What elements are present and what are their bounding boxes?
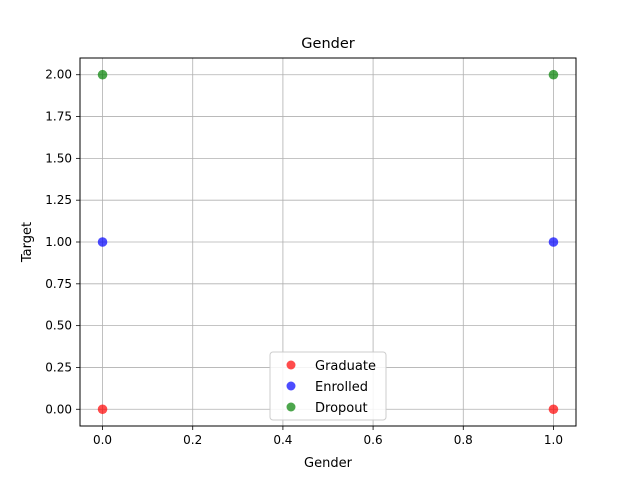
y-tick-label: 0.00: [45, 402, 72, 416]
legend-box: [269, 351, 387, 421]
data-points: [97, 69, 559, 415]
legend-label-dropout: Dropout: [315, 401, 368, 416]
chart-title: Gender: [301, 36, 354, 52]
x-tick-label: 0.8: [454, 433, 473, 447]
y-tick-label: 1.25: [45, 193, 72, 207]
y-tick-label: 1.00: [45, 235, 72, 249]
data-point-graduate: [97, 404, 108, 415]
axis-ticks: 0.0 0.2 0.4 0.6 0.8 1.0 0.00 0.25 0.50 0.75 1.00 1.…: [45, 68, 563, 447]
legend-marker-dropout: [286, 402, 296, 412]
y-tick-label: 0.25: [45, 360, 72, 374]
legend-label-enrolled: Enrolled: [315, 380, 368, 395]
y-axis-label: Target: [20, 222, 35, 263]
x-tick-label: 0.6: [364, 433, 383, 447]
y-tick-label: 1.75: [45, 110, 72, 124]
data-point-enrolled: [548, 237, 559, 247]
y-tick-label: 1.50: [45, 151, 72, 165]
y-tick-label: 0.50: [45, 319, 72, 333]
y-tick-label: 2.00: [45, 68, 72, 82]
x-tick-label: 0.2: [183, 433, 202, 447]
x-axis-label: Gender: [304, 456, 353, 471]
legend-label-graduate: Graduate: [315, 359, 376, 374]
x-tick-label: 1.0: [544, 433, 563, 447]
y-tick-label: 0.75: [45, 277, 72, 291]
grid: [80, 58, 576, 426]
x-tick-label: 0.0: [93, 433, 112, 447]
legend-marker-enrolled: [286, 381, 296, 391]
data-point-enrolled: [97, 237, 108, 247]
legend-marker-graduate: [286, 360, 296, 370]
data-point-dropout: [548, 69, 559, 80]
x-tick-label: 0.4: [273, 433, 292, 447]
data-point-graduate: [548, 404, 559, 415]
legend: Graduate Enrolled Dropout: [269, 351, 387, 421]
data-point-dropout: [97, 69, 108, 80]
